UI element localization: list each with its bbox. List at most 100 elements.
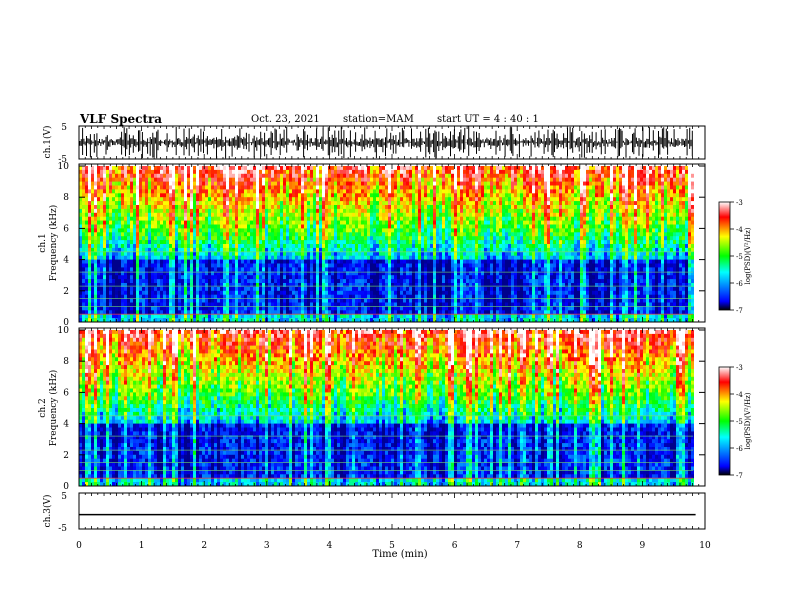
spectrogram-cell bbox=[196, 252, 199, 256]
spectrogram-cell bbox=[376, 299, 379, 303]
spectrogram-cell bbox=[448, 217, 451, 221]
spectrogram-cell bbox=[448, 314, 451, 318]
spectrogram-cell bbox=[136, 232, 139, 236]
spectrogram-cell bbox=[307, 275, 310, 279]
spectrogram-cell bbox=[316, 209, 319, 213]
spectrogram-cell bbox=[145, 306, 148, 310]
spectrogram-cell bbox=[115, 213, 118, 217]
spectrogram-cell bbox=[262, 291, 265, 295]
spectrogram-cell bbox=[82, 252, 85, 256]
spectrogram-cell bbox=[109, 166, 112, 170]
spectrogram-cell bbox=[85, 299, 88, 303]
spectrogram-cell bbox=[154, 291, 157, 295]
spectrogram-cell bbox=[148, 287, 151, 291]
spectrogram-cell bbox=[124, 236, 127, 240]
spectrogram-cell bbox=[304, 178, 307, 182]
spectrogram-cell bbox=[118, 236, 121, 240]
spectrogram-cell bbox=[277, 209, 280, 213]
spectrogram-cell bbox=[400, 201, 403, 205]
spectrogram-cell bbox=[196, 197, 199, 201]
spectrogram-cell bbox=[115, 252, 118, 256]
spectrogram-cell bbox=[409, 217, 412, 221]
spectrogram-cell bbox=[193, 291, 196, 295]
spectrogram-cell bbox=[238, 170, 241, 174]
spectrogram-cell bbox=[142, 267, 145, 271]
spectrogram-cell bbox=[109, 217, 112, 221]
spectrogram-cell bbox=[340, 264, 343, 268]
spectrogram-cell bbox=[292, 240, 295, 244]
spectrogram-cell bbox=[316, 197, 319, 201]
spectrogram-cell bbox=[328, 225, 331, 229]
spectrogram-cell bbox=[235, 221, 238, 225]
spectrogram-cell bbox=[370, 244, 373, 248]
spectrogram-cell bbox=[148, 201, 151, 205]
spectrogram-cell bbox=[142, 170, 145, 174]
spectrogram-cell bbox=[184, 182, 187, 186]
spectrogram-cell bbox=[400, 174, 403, 178]
spectrogram-cell bbox=[409, 256, 412, 260]
spectrogram-cell bbox=[97, 205, 100, 209]
spectrogram-cell bbox=[370, 228, 373, 232]
spectrogram-cell bbox=[361, 240, 364, 244]
spectrogram-cell bbox=[181, 182, 184, 186]
spectrogram-cell bbox=[451, 232, 454, 236]
spectrogram-cell bbox=[163, 209, 166, 213]
spectrogram-cell bbox=[250, 170, 253, 174]
spectrogram-cell bbox=[280, 197, 283, 201]
spectrogram-cell bbox=[298, 205, 301, 209]
spectrogram-cell bbox=[337, 260, 340, 264]
spectrogram-cell bbox=[94, 178, 97, 182]
spectrogram-cell bbox=[214, 213, 217, 217]
spectrogram-cell bbox=[190, 189, 193, 193]
spectrogram-cell bbox=[130, 174, 133, 178]
spectrogram-cell bbox=[229, 283, 232, 287]
spectrogram-cell bbox=[397, 299, 400, 303]
spectrogram-cell bbox=[286, 189, 289, 193]
spectrogram-cell bbox=[247, 275, 250, 279]
spectrogram-cell bbox=[439, 232, 442, 236]
spectrogram-cell bbox=[88, 193, 91, 197]
spectrogram-cell bbox=[397, 264, 400, 268]
spectrogram-cell bbox=[280, 174, 283, 178]
spectrogram-cell bbox=[241, 283, 244, 287]
spectrogram-cell bbox=[175, 209, 178, 213]
spectrogram-cell bbox=[139, 287, 142, 291]
spectrogram-cell bbox=[388, 287, 391, 291]
spectrogram-cell bbox=[379, 236, 382, 240]
spectrogram-cell bbox=[289, 260, 292, 264]
spectrogram-cell bbox=[154, 244, 157, 248]
spectrogram-cell bbox=[364, 186, 367, 190]
spectrogram-cell bbox=[238, 256, 241, 260]
spectrogram-cell bbox=[229, 217, 232, 221]
spectrogram-cell bbox=[172, 228, 175, 232]
spectrogram-cell bbox=[397, 244, 400, 248]
spectrogram-cell bbox=[187, 283, 190, 287]
spectrogram-cell bbox=[277, 186, 280, 190]
spectrogram-cell bbox=[307, 193, 310, 197]
spectrogram-cell bbox=[373, 279, 376, 283]
spectrogram-cell bbox=[427, 291, 430, 295]
spectrogram-cell bbox=[295, 197, 298, 201]
spectrogram-cell bbox=[412, 170, 415, 174]
spectrogram-cell bbox=[244, 256, 247, 260]
spectrogram-cell bbox=[418, 260, 421, 264]
spectrogram-cell bbox=[244, 299, 247, 303]
spectrogram-cell bbox=[304, 205, 307, 209]
spectrogram-cell bbox=[118, 189, 121, 193]
spectrogram-cell bbox=[112, 228, 115, 232]
spectrogram-cell bbox=[403, 221, 406, 225]
spectrogram-cell bbox=[94, 236, 97, 240]
spectrogram-cell bbox=[82, 306, 85, 310]
spectrogram-cell bbox=[232, 275, 235, 279]
spectrogram-cell bbox=[424, 236, 427, 240]
spectrogram-cell bbox=[193, 240, 196, 244]
spectrogram-cell bbox=[193, 213, 196, 217]
spectrogram-cell bbox=[289, 283, 292, 287]
spectrogram-cell bbox=[448, 205, 451, 209]
spectrogram-cell bbox=[298, 279, 301, 283]
spectrogram-cell bbox=[283, 275, 286, 279]
spectrogram-cell bbox=[142, 291, 145, 295]
spectrogram-cell bbox=[217, 306, 220, 310]
spectrogram-cell bbox=[418, 314, 421, 318]
spectrogram-cell bbox=[112, 252, 115, 256]
